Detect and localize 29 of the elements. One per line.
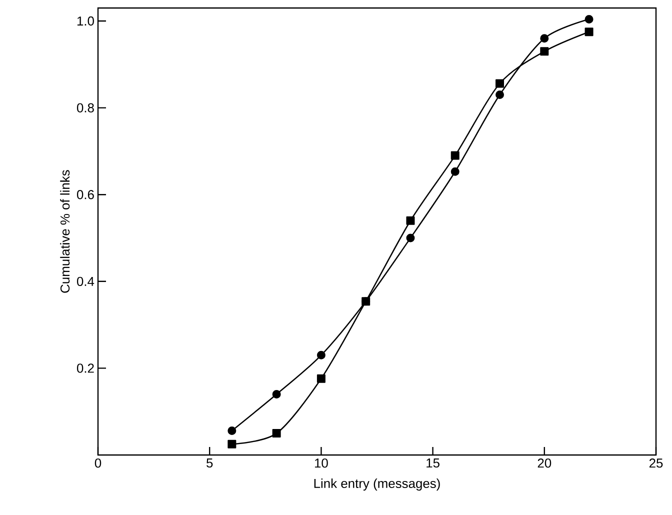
y-tick-label: 1.0 [77,16,94,26]
x-tick-label: 15 [426,458,440,468]
point [406,234,415,242]
point [584,15,594,24]
point [316,374,326,383]
point [450,151,460,160]
point [540,34,549,43]
x-tick-label: 20 [538,458,552,468]
y-axis-title: Cumulative % of links [60,170,70,293]
x-axis-title: Link entry (messages) [314,478,440,491]
y-tick-label: 0.6 [76,190,94,200]
y-tick-label: 0.2 [76,364,94,373]
x-tick-label: 25 [649,458,663,468]
point [496,79,504,88]
x-tick-label: 0 [94,458,102,468]
y-tick-label: 0.4 [76,276,94,286]
point [496,90,504,100]
point [316,350,326,360]
point [228,440,236,448]
point [406,216,415,225]
point [272,390,281,398]
x-tick-label: 5 [206,458,213,468]
y-tick-label: 0.8 [76,103,94,112]
point [228,426,236,435]
point [584,28,594,36]
point [450,167,460,176]
x-tick-label: 10 [314,458,328,468]
point [272,429,281,438]
point [540,47,549,56]
